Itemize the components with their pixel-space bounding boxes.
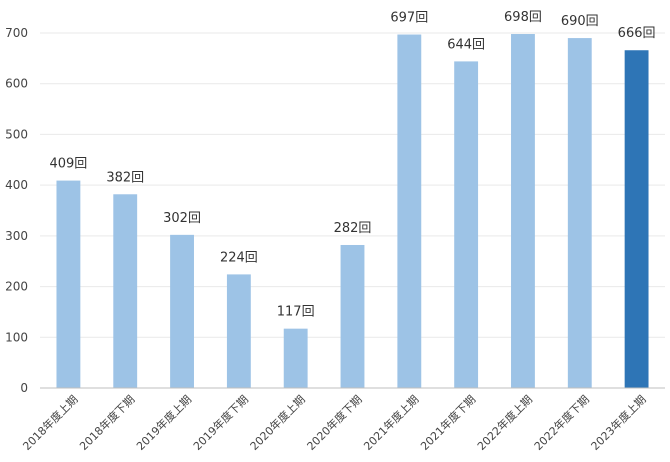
bar-10 xyxy=(567,38,592,388)
category-label-1: 2018年度上期 xyxy=(20,392,81,453)
data-label-1: 409回 xyxy=(49,157,87,172)
bar-1 xyxy=(56,180,81,388)
bar-4 xyxy=(226,274,251,388)
bar-3 xyxy=(170,234,194,388)
data-label-10: 690回 xyxy=(561,14,599,29)
bar-2 xyxy=(113,194,138,388)
bar-6 xyxy=(340,244,365,388)
category-label-7: 2021年度上期 xyxy=(361,392,422,453)
y-tick-label: 0 xyxy=(20,381,28,395)
y-tick-label: 100 xyxy=(5,330,28,344)
y-tick-label: 400 xyxy=(5,178,28,192)
data-label-6: 282回 xyxy=(334,221,372,236)
grid-lines xyxy=(40,32,665,338)
data-label-2: 382回 xyxy=(106,170,144,185)
y-tick-label: 200 xyxy=(5,280,28,294)
bar-7 xyxy=(397,34,422,389)
y-tick-label: 500 xyxy=(5,127,28,141)
data-label-3: 302回 xyxy=(163,211,201,226)
bar-5 xyxy=(283,328,308,388)
data-label-11: 666回 xyxy=(618,26,656,41)
bars xyxy=(56,34,649,389)
data-label-4: 224回 xyxy=(220,250,258,265)
bar-9 xyxy=(511,34,535,389)
data-label-8: 644回 xyxy=(447,37,485,52)
category-label-4: 2019年度下期 xyxy=(190,392,251,453)
data-label-5: 117回 xyxy=(277,305,315,320)
y-tick-label: 700 xyxy=(5,26,28,40)
data-label-7: 697回 xyxy=(390,11,428,26)
category-label-11: 2023年度上期 xyxy=(588,392,649,453)
y-tick-label: 600 xyxy=(5,77,28,91)
bar-11 xyxy=(624,50,649,388)
category-label-2: 2018年度下期 xyxy=(77,392,138,453)
category-label-8: 2021年度下期 xyxy=(417,392,478,453)
y-axis-ticks: 0 100 200 300 400 500 600 700 xyxy=(5,26,28,395)
category-label-6: 2020年度下期 xyxy=(304,392,365,453)
category-label-5: 2020年度上期 xyxy=(247,392,308,453)
data-labels: 409回 382回 302回 224回 117回 282回 697回 644回 698回 690回… xyxy=(49,10,655,320)
category-label-10: 2022年度下期 xyxy=(531,392,592,453)
bar-8 xyxy=(454,61,479,389)
category-label-9: 2022年度上期 xyxy=(474,392,535,453)
x-axis: 2018年度上期2018年度下期2019年度上期2019年度下期2020年度上期… xyxy=(20,387,665,453)
category-label-3: 2019年度上期 xyxy=(133,392,194,453)
data-label-9: 698回 xyxy=(504,10,542,25)
y-tick-label: 300 xyxy=(5,229,28,243)
